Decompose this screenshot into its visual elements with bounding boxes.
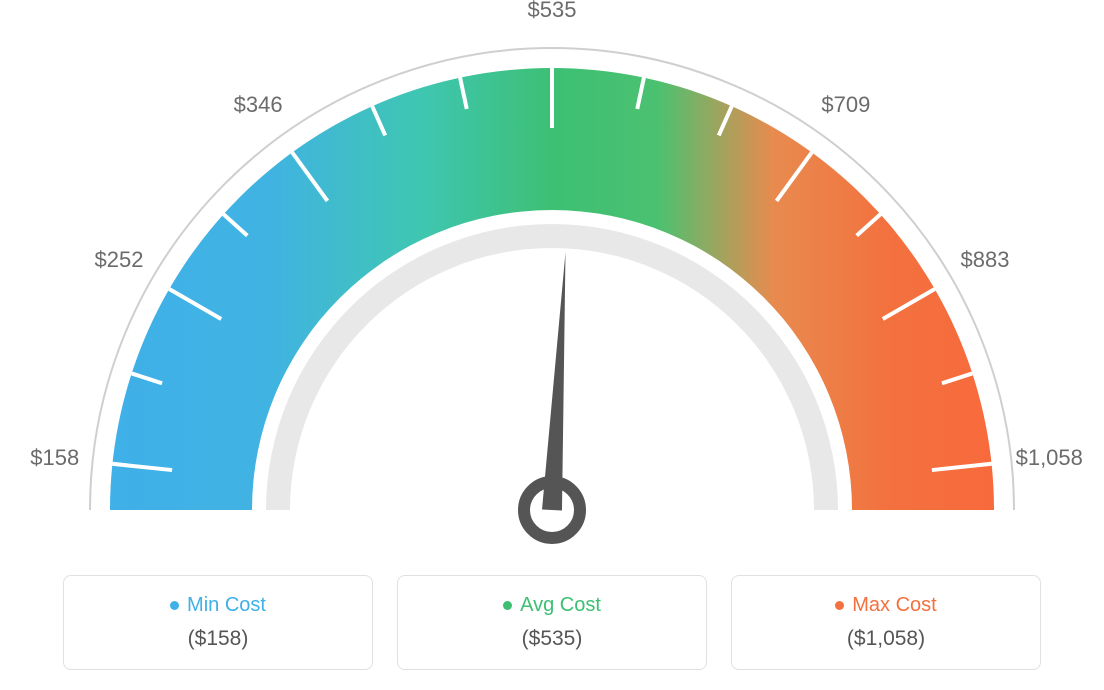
gauge-tick-label: $252 bbox=[95, 247, 144, 273]
legend-label: Max Cost bbox=[852, 594, 936, 617]
legend-label: Avg Cost bbox=[520, 594, 601, 617]
gauge-tick-label: $346 bbox=[234, 92, 283, 118]
gauge-svg bbox=[0, 0, 1104, 560]
dot-icon bbox=[835, 601, 844, 610]
legend-value-avg: ($535) bbox=[522, 627, 583, 651]
gauge-tick-label: $709 bbox=[821, 92, 870, 118]
gauge-tick-label: $883 bbox=[961, 247, 1010, 273]
legend-title-avg: Avg Cost bbox=[503, 594, 601, 617]
legend-value-min: ($158) bbox=[188, 627, 249, 651]
gauge-tick-label: $1,058 bbox=[1016, 445, 1083, 471]
legend-title-max: Max Cost bbox=[835, 594, 936, 617]
dot-icon bbox=[503, 601, 512, 610]
legend-title-min: Min Cost bbox=[170, 594, 266, 617]
legend-value-max: ($1,058) bbox=[847, 627, 925, 651]
gauge-tick-label: $158 bbox=[30, 445, 79, 471]
gauge-chart: $158 $252 $346 $535 $709 $883 $1,058 bbox=[0, 0, 1104, 560]
legend-card-max: Max Cost ($1,058) bbox=[731, 575, 1041, 670]
gauge-tick-label: $535 bbox=[528, 0, 577, 23]
dot-icon bbox=[170, 601, 179, 610]
legend-card-avg: Avg Cost ($535) bbox=[397, 575, 707, 670]
legend-label: Min Cost bbox=[187, 594, 266, 617]
legend-card-min: Min Cost ($158) bbox=[63, 575, 373, 670]
legend-row: Min Cost ($158) Avg Cost ($535) Max Cost… bbox=[0, 575, 1104, 670]
